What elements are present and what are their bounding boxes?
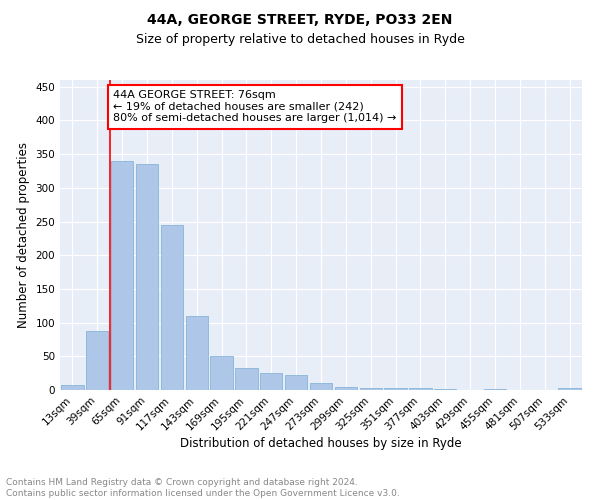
Bar	[185, 316, 208, 390]
Bar	[211, 356, 233, 390]
Bar	[136, 164, 158, 390]
Bar	[61, 386, 83, 390]
Bar	[484, 388, 506, 390]
Bar	[260, 373, 283, 390]
Bar	[434, 388, 457, 390]
Text: 44A GEORGE STREET: 76sqm
← 19% of detached houses are smaller (242)
80% of semi-: 44A GEORGE STREET: 76sqm ← 19% of detach…	[113, 90, 397, 124]
Bar	[310, 382, 332, 390]
Bar	[559, 388, 581, 390]
Text: Contains HM Land Registry data © Crown copyright and database right 2024.
Contai: Contains HM Land Registry data © Crown c…	[6, 478, 400, 498]
Bar	[359, 388, 382, 390]
Bar	[86, 330, 109, 390]
Text: Size of property relative to detached houses in Ryde: Size of property relative to detached ho…	[136, 32, 464, 46]
Bar	[161, 225, 183, 390]
Text: 44A, GEORGE STREET, RYDE, PO33 2EN: 44A, GEORGE STREET, RYDE, PO33 2EN	[148, 12, 452, 26]
Bar	[385, 388, 407, 390]
Bar	[285, 375, 307, 390]
X-axis label: Distribution of detached houses by size in Ryde: Distribution of detached houses by size …	[180, 438, 462, 450]
Bar	[409, 388, 431, 390]
Bar	[111, 161, 133, 390]
Bar	[235, 368, 257, 390]
Bar	[335, 386, 357, 390]
Y-axis label: Number of detached properties: Number of detached properties	[17, 142, 30, 328]
